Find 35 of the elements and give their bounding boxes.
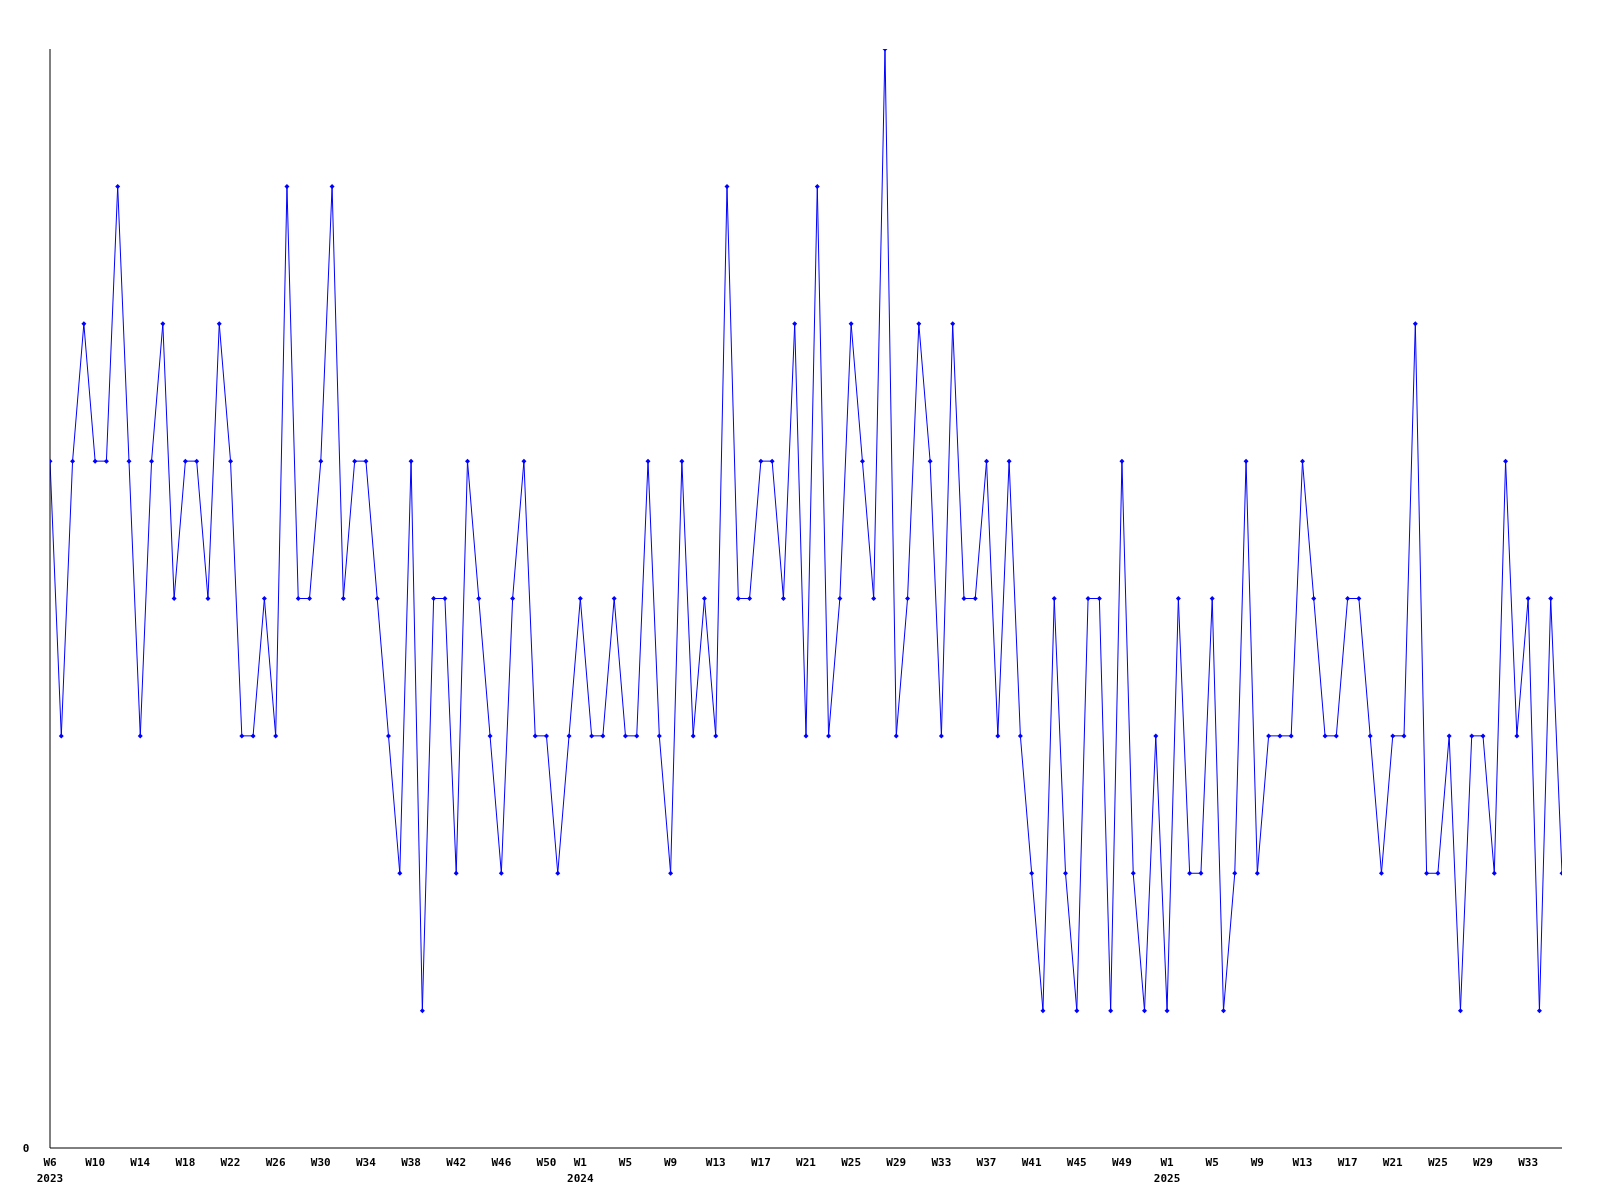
x-tick-label: W5 — [618, 1156, 633, 1169]
text: 0 — [22, 1142, 30, 1155]
x-tick-label: W38 — [401, 1156, 422, 1169]
x-tick-label: W45 — [1066, 1156, 1087, 1169]
x-tick-label: W13 — [1292, 1156, 1313, 1169]
x-tick-label: W21 — [1382, 1156, 1404, 1169]
x-tick-label: W10 — [85, 1156, 106, 1169]
x-tick-label: W1 2024 — [567, 1156, 594, 1185]
x-tick-label: W26 — [265, 1156, 286, 1169]
x-tick-label: W25 — [1427, 1156, 1448, 1169]
x-tick-label: W22 — [220, 1156, 241, 1169]
x-tick-label: W25 — [841, 1156, 862, 1169]
x-tick-label: W29 — [886, 1156, 907, 1169]
x-tick-label: W46 — [491, 1156, 512, 1169]
x-tick-label: W33 — [1518, 1156, 1539, 1169]
x-tick-label: W17 — [1337, 1156, 1358, 1169]
x-tick-label: W17 — [750, 1156, 771, 1169]
x-tick-label: W14 — [130, 1156, 151, 1169]
x-tick-label: W9 — [663, 1156, 678, 1169]
x-tick-label: W34 — [356, 1156, 377, 1169]
x-tick-label: W30 — [310, 1156, 331, 1169]
x-tick-label: W18 — [175, 1156, 196, 1169]
x-tick-label: W13 — [705, 1156, 726, 1169]
x-tick-label: W5 — [1205, 1156, 1219, 1169]
x-tick-label: W42 — [446, 1156, 467, 1169]
x-tick-label: W29 — [1473, 1156, 1493, 1169]
x-tick-label: W33 — [931, 1156, 952, 1169]
x-tick-label: W21 — [796, 1156, 817, 1169]
x-tick-label: W9 — [1250, 1156, 1264, 1169]
x-tick-label: W6 2023 — [36, 1156, 64, 1185]
x-tick-label: W37 — [976, 1156, 997, 1169]
x-tick-label: W49 — [1112, 1156, 1132, 1169]
x-tick-label: W50 — [536, 1156, 557, 1169]
x-tick-label: W1 2025 — [1153, 1156, 1181, 1185]
x-tick-label: W41 — [1021, 1156, 1042, 1169]
